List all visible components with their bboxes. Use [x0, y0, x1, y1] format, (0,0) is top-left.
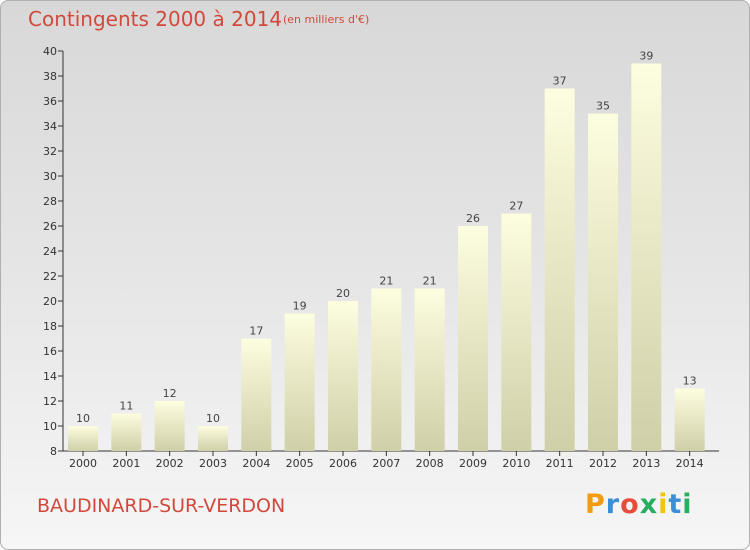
x-tick-label: 2010	[502, 457, 530, 470]
bar[interactable]	[198, 426, 228, 451]
y-tick-label: 26	[43, 220, 57, 233]
bar-value-label: 10	[206, 412, 220, 425]
logo-letter: i	[682, 489, 693, 520]
bar-value-label: 39	[639, 50, 653, 63]
logo-letter: r	[605, 489, 621, 520]
proxiti-logo[interactable]: Proxiti	[585, 489, 693, 520]
y-tick-label: 20	[43, 295, 57, 308]
bar-value-label: 26	[466, 212, 480, 225]
chart-bars: 10 11 12 10 17 19 20 21 21 26 27 37 35 39 13	[68, 50, 705, 452]
x-tick-label: 2005	[286, 457, 314, 470]
bar[interactable]	[154, 401, 185, 451]
bar[interactable]	[68, 426, 98, 451]
bar[interactable]	[674, 388, 705, 452]
x-tick-label: 2004	[242, 457, 270, 470]
x-tick-label: 2008	[416, 457, 444, 470]
logo-letter: P	[585, 489, 606, 520]
x-tick-label: 2013	[632, 457, 660, 470]
x-tick-label: 2000	[69, 457, 97, 470]
y-tick-label: 32	[43, 145, 57, 158]
x-tick-label: 2003	[199, 457, 227, 470]
bar[interactable]	[458, 226, 488, 451]
y-tick-label: 28	[43, 195, 57, 208]
bar[interactable]	[371, 288, 402, 452]
bar-value-label: 20	[336, 287, 350, 300]
chart-axes: 8 10 12 14 16 18 20 22 24 26 28 30 32 34 36 38 40 2000 200…	[43, 45, 719, 470]
y-tick-label: 38	[43, 70, 57, 83]
y-tick-label: 24	[43, 245, 57, 258]
bar-value-label: 10	[76, 412, 90, 425]
bar[interactable]	[544, 88, 575, 452]
chart-title: Contingents 2000 à 2014	[28, 7, 283, 31]
y-tick-label: 10	[43, 420, 57, 433]
y-tick-label: 16	[43, 345, 57, 358]
logo-letter: x	[639, 489, 659, 520]
y-tick-label: 22	[43, 270, 57, 283]
bar-value-label: 37	[553, 75, 567, 88]
bar[interactable]	[631, 63, 662, 452]
x-tick-label: 2011	[546, 457, 574, 470]
chart-subtitle: (en milliers d'€)	[283, 13, 370, 26]
x-tick-label: 2012	[589, 457, 617, 470]
y-tick-label: 34	[43, 120, 57, 133]
x-tick-label: 2007	[372, 457, 400, 470]
y-tick-label: 30	[43, 170, 57, 183]
bar[interactable]	[501, 213, 532, 452]
y-tick-label: 18	[43, 320, 57, 333]
x-tick-label: 2009	[459, 457, 487, 470]
bar[interactable]	[328, 301, 358, 451]
bar-value-label: 11	[119, 400, 133, 413]
bar-value-label: 13	[683, 375, 697, 388]
y-tick-label: 12	[43, 395, 57, 408]
y-tick-label: 8	[50, 445, 57, 458]
x-tick-label: 2002	[156, 457, 184, 470]
y-tick-label: 14	[43, 370, 57, 383]
bar[interactable]	[414, 288, 445, 452]
y-tick-label: 40	[43, 45, 57, 58]
bar-value-label: 12	[163, 387, 177, 400]
commune-name: BAUDINARD-SUR-VERDON	[37, 495, 286, 517]
bar[interactable]	[111, 413, 142, 452]
bar-value-label: 35	[596, 100, 610, 113]
bar-value-label: 21	[423, 275, 437, 288]
x-tick-label: 2006	[329, 457, 357, 470]
logo-letter: t	[668, 489, 683, 520]
logo-letter: i	[658, 489, 669, 520]
x-tick-label: 2001	[112, 457, 140, 470]
bar-value-label: 17	[249, 325, 263, 338]
bar[interactable]	[588, 113, 618, 452]
y-tick-label: 36	[43, 95, 57, 108]
bar-value-label: 27	[509, 200, 523, 213]
x-tick-label: 2014	[676, 457, 704, 470]
logo-letter: o	[620, 489, 640, 520]
bar[interactable]	[241, 338, 272, 452]
bar-value-label: 21	[379, 275, 393, 288]
bar[interactable]	[284, 313, 315, 452]
bar-value-label: 19	[293, 300, 307, 313]
